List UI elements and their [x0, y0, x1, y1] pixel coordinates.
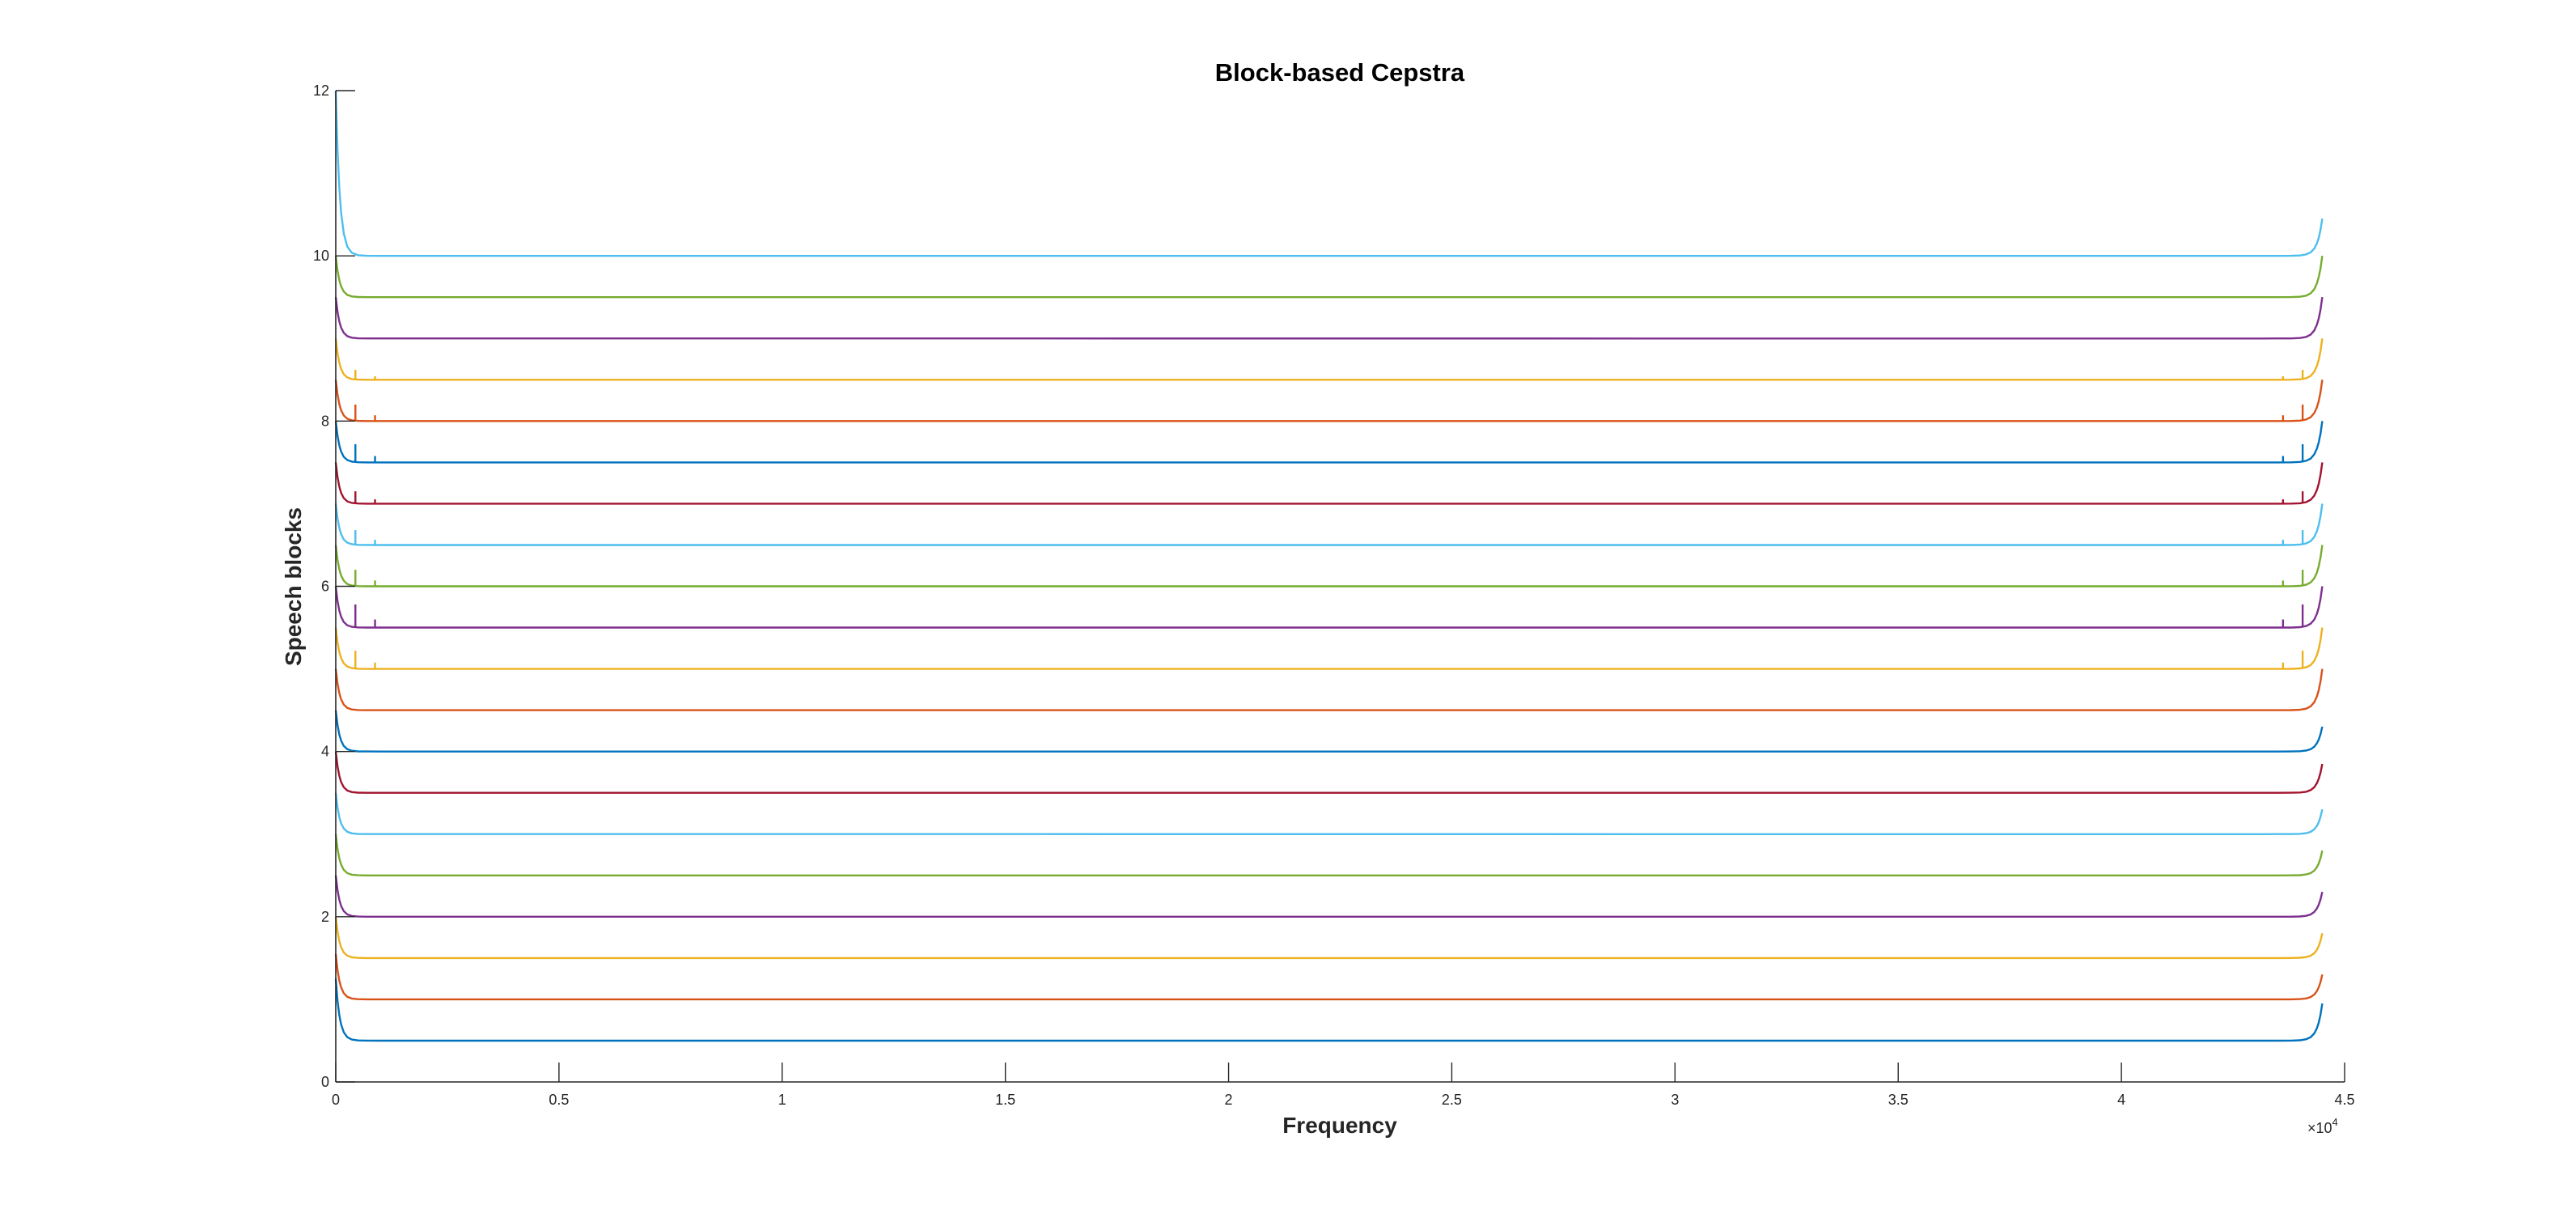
x-tick-label: 2.5: [1442, 1092, 1462, 1108]
y-tick-label: 2: [321, 909, 329, 925]
x-ticks: 0 0.5 1 1.5 2 2.5 3 3.5 4 4.5: [332, 1063, 2355, 1108]
series-20: [334, 90, 2324, 257]
series-trace: [334, 834, 2324, 876]
x-tick-label: 4.5: [2334, 1092, 2354, 1108]
series-18: [334, 297, 2324, 340]
series-5: [334, 834, 2324, 876]
x-tick-label: 1: [778, 1092, 786, 1108]
x-tick-label: 1.5: [995, 1092, 1015, 1108]
x-tick-label: 2: [1225, 1092, 1233, 1108]
series-13: [334, 503, 2324, 546]
series-8: [334, 710, 2324, 753]
series-trace: [334, 916, 2324, 960]
y-tick-label: 0: [321, 1074, 329, 1090]
series-15: [334, 421, 2324, 464]
x-axis-exponent: ×104: [2307, 1116, 2338, 1136]
series-trace: [334, 978, 2324, 1042]
x-tick-label: 3: [1671, 1092, 1679, 1108]
series-1: [334, 978, 2324, 1042]
series-11: [334, 586, 2324, 629]
y-tick-label: 12: [313, 83, 329, 99]
series-trace: [334, 462, 2324, 505]
y-ticks: 0 2 4 6 8 10 12: [313, 83, 355, 1090]
y-tick-label: 8: [321, 413, 329, 429]
series-trace: [334, 710, 2324, 753]
y-tick-label: 10: [313, 248, 329, 264]
series-trace: [334, 503, 2324, 546]
series-trace: [334, 875, 2324, 918]
series-trace: [334, 90, 2324, 257]
x-tick-label: 4: [2117, 1092, 2125, 1108]
x-tick-label: 3.5: [1888, 1092, 1909, 1108]
y-axis-title: Speech blocks: [281, 507, 306, 666]
series-10: [334, 627, 2324, 670]
x-tick-label: 0.5: [549, 1092, 569, 1108]
chart-title: Block-based Cepstra: [1215, 58, 1465, 87]
series-trace: [334, 545, 2324, 588]
series-6: [334, 792, 2324, 836]
series-17: [334, 338, 2324, 381]
series-trace: [334, 751, 2324, 794]
series-3: [334, 916, 2324, 960]
series-trace: [334, 668, 2324, 711]
series-trace: [334, 953, 2324, 1001]
series-trace: [334, 627, 2324, 670]
y-tick-label: 4: [321, 744, 329, 760]
series-14: [334, 462, 2324, 505]
y-tick-label: 6: [321, 579, 329, 595]
series-16: [334, 380, 2324, 422]
series-trace: [334, 380, 2324, 422]
series-19: [334, 256, 2324, 299]
series-7: [334, 751, 2324, 794]
series-2: [334, 953, 2324, 1001]
series-trace: [334, 586, 2324, 629]
series-trace: [334, 338, 2324, 381]
x-tick-label: 0: [332, 1092, 340, 1108]
series-trace: [334, 297, 2324, 340]
x-axis-title: Frequency: [1282, 1113, 1397, 1138]
series-trace: [334, 256, 2324, 299]
series-layer: [334, 90, 2324, 1042]
series-4: [334, 875, 2324, 918]
series-trace: [334, 792, 2324, 836]
series-9: [334, 668, 2324, 711]
series-12: [334, 545, 2324, 588]
x-axis-exponent-power: 4: [2332, 1116, 2338, 1128]
x-axis-exponent-base: ×10: [2307, 1120, 2332, 1136]
series-trace: [334, 421, 2324, 464]
